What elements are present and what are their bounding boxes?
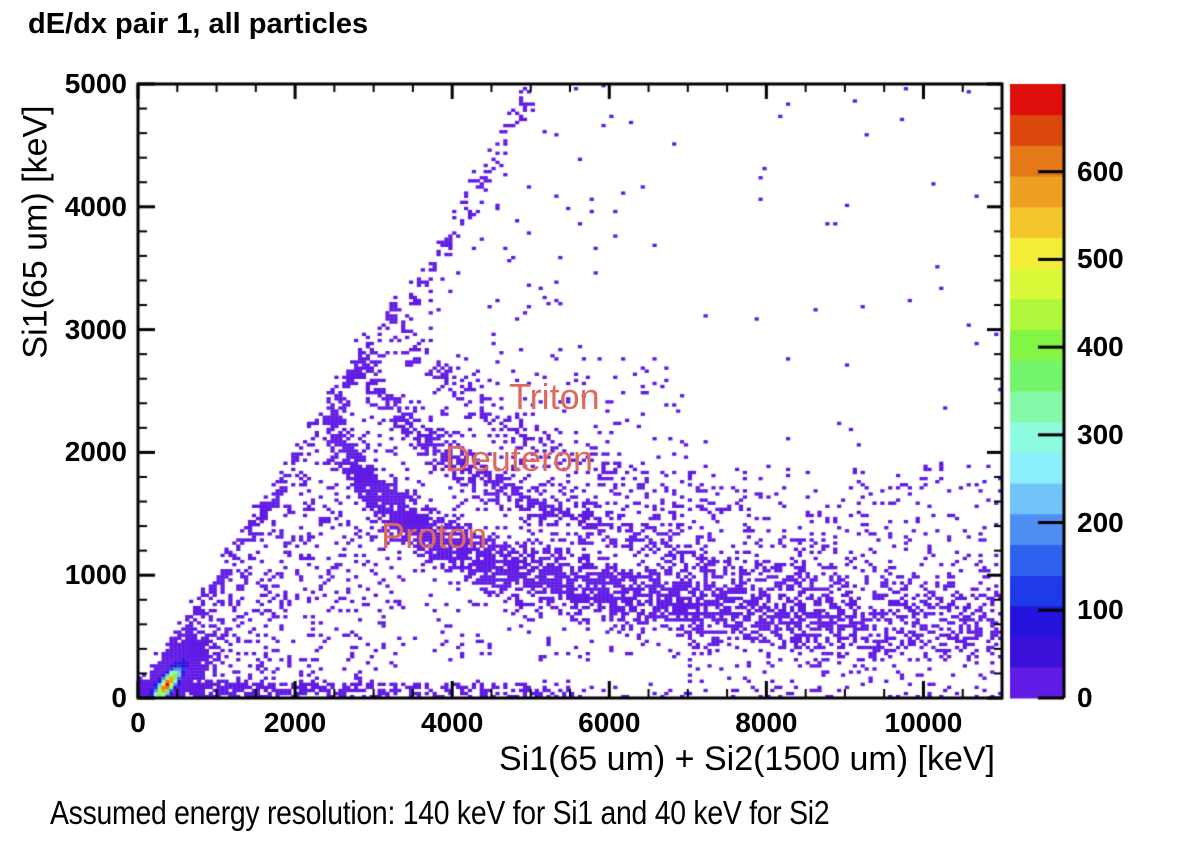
colorbar-tick-label: 600 — [1077, 155, 1124, 187]
y-tick-label: 3000 — [64, 313, 127, 345]
chart-title: dE/dx pair 1, all particles — [28, 8, 369, 40]
x-tick-label: 6000 — [578, 707, 641, 738]
y-tick-label: 5000 — [64, 68, 127, 99]
colorbar-tick-label: 400 — [1077, 331, 1124, 363]
x-tick-label: 2000 — [263, 707, 327, 738]
x-tick-label: 0 — [130, 707, 146, 738]
x-axis-title: Si1(65 um) + Si2(1500 um) [keV] — [498, 740, 995, 778]
footnote: Assumed energy resolution: 140 keV for S… — [50, 794, 830, 831]
y-tick-label: 2000 — [64, 436, 127, 468]
colorbar-tick-label: 200 — [1077, 506, 1124, 538]
annotation-triton: Triton — [508, 376, 600, 418]
x-tick-label: 4000 — [421, 707, 484, 738]
colorbar-tick-label: 500 — [1077, 243, 1124, 275]
x-tick-label: 10000 — [884, 707, 963, 738]
colorbar-tick-label: 0 — [1077, 682, 1093, 713]
annotation-deuteron: Deuteron — [444, 437, 593, 479]
colorbar-tick-label: 100 — [1077, 594, 1124, 626]
y-tick-label: 4000 — [64, 190, 127, 222]
colorbar-tick-label: 300 — [1077, 418, 1124, 450]
x-tick-label: 8000 — [735, 707, 798, 738]
annotation-proton: Proton — [381, 514, 488, 556]
y-tick-label: 1000 — [64, 559, 127, 591]
y-tick-label: 0 — [111, 682, 127, 713]
